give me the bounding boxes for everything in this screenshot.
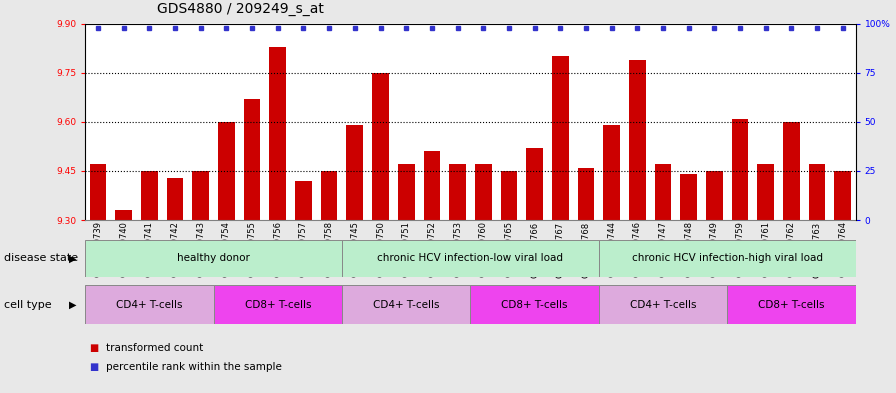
Bar: [680, 174, 697, 220]
Bar: [728, 285, 856, 324]
Bar: [141, 171, 158, 220]
Bar: [578, 168, 594, 220]
Text: ▶: ▶: [69, 299, 76, 310]
Text: chronic HCV infection-high viral load: chronic HCV infection-high viral load: [632, 253, 823, 263]
Bar: [342, 285, 470, 324]
Text: healthy donor: healthy donor: [177, 253, 250, 263]
Bar: [757, 164, 774, 220]
Text: CD8+ T-cells: CD8+ T-cells: [758, 299, 824, 310]
Text: CD8+ T-cells: CD8+ T-cells: [245, 299, 311, 310]
Bar: [295, 181, 312, 220]
Text: CD4+ T-cells: CD4+ T-cells: [630, 299, 696, 310]
Text: disease state: disease state: [4, 253, 79, 263]
Text: ▶: ▶: [69, 253, 76, 263]
Text: GDS4880 / 209249_s_at: GDS4880 / 209249_s_at: [157, 2, 323, 16]
Text: ■: ■: [90, 343, 99, 353]
Bar: [834, 171, 851, 220]
Bar: [470, 285, 599, 324]
Bar: [398, 164, 415, 220]
Text: transformed count: transformed count: [106, 343, 203, 353]
Bar: [218, 122, 235, 220]
Bar: [501, 171, 517, 220]
Bar: [85, 240, 342, 277]
Bar: [116, 210, 132, 220]
Bar: [603, 125, 620, 220]
Text: CD4+ T-cells: CD4+ T-cells: [116, 299, 183, 310]
Text: ■: ■: [90, 362, 99, 373]
Text: percentile rank within the sample: percentile rank within the sample: [106, 362, 281, 373]
Bar: [244, 99, 261, 220]
Bar: [809, 164, 825, 220]
Text: CD4+ T-cells: CD4+ T-cells: [373, 299, 439, 310]
Bar: [475, 164, 492, 220]
Bar: [270, 46, 286, 220]
Bar: [193, 171, 209, 220]
Bar: [706, 171, 723, 220]
Bar: [599, 240, 856, 277]
Bar: [599, 285, 728, 324]
Bar: [90, 164, 107, 220]
Text: cell type: cell type: [4, 299, 52, 310]
Bar: [629, 60, 646, 220]
Bar: [783, 122, 800, 220]
Bar: [424, 151, 440, 220]
Bar: [213, 285, 342, 324]
Bar: [85, 285, 213, 324]
Bar: [167, 178, 184, 220]
Bar: [552, 56, 569, 220]
Bar: [526, 148, 543, 220]
Bar: [449, 164, 466, 220]
Bar: [347, 125, 363, 220]
Bar: [342, 240, 599, 277]
Bar: [372, 73, 389, 220]
Text: chronic HCV infection-low viral load: chronic HCV infection-low viral load: [377, 253, 564, 263]
Bar: [321, 171, 338, 220]
Bar: [732, 119, 748, 220]
Text: CD8+ T-cells: CD8+ T-cells: [502, 299, 568, 310]
Bar: [655, 164, 671, 220]
